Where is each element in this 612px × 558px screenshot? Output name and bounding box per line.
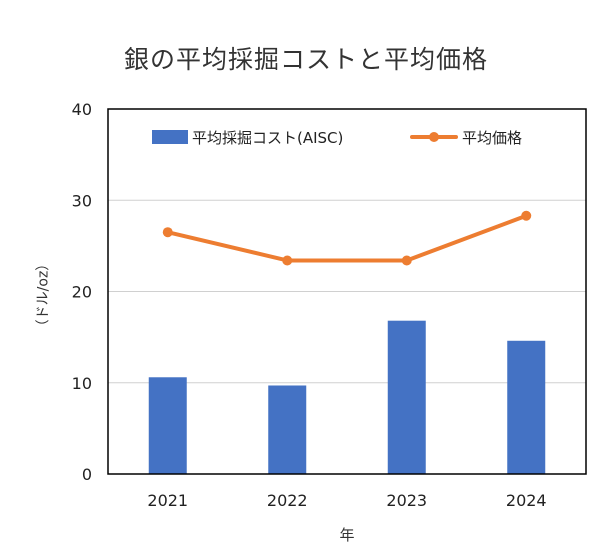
series-line <box>165 213 529 263</box>
bar <box>148 377 187 474</box>
y-tick-label: 20 <box>72 283 92 302</box>
line-point <box>521 210 532 221</box>
y-tick-label: 40 <box>72 100 92 119</box>
legend-label-bar: 平均採掘コスト(AISC) <box>192 129 343 147</box>
x-tick-label: 2021 <box>147 491 188 510</box>
y-tick-label: 0 <box>82 465 92 484</box>
x-tick-label: 2024 <box>506 491 547 510</box>
legend-label-line: 平均価格 <box>462 129 522 147</box>
plot-frame <box>107 108 587 475</box>
x-tick-label: 2023 <box>386 491 427 510</box>
legend-swatch-marker <box>429 132 439 142</box>
y-tick-label: 30 <box>72 191 92 210</box>
x-tick-label: 2022 <box>267 491 308 510</box>
line-point <box>162 227 173 238</box>
x-axis-label: 年 <box>339 526 355 544</box>
line-point <box>401 255 412 266</box>
legend-swatch-bar <box>152 130 188 144</box>
chart-title: 銀の平均採掘コストと平均価格 <box>123 45 488 74</box>
bar <box>507 340 546 474</box>
line-point <box>282 255 293 266</box>
bar <box>387 320 426 474</box>
bar <box>268 385 307 474</box>
y-tick-label: 10 <box>72 374 92 393</box>
